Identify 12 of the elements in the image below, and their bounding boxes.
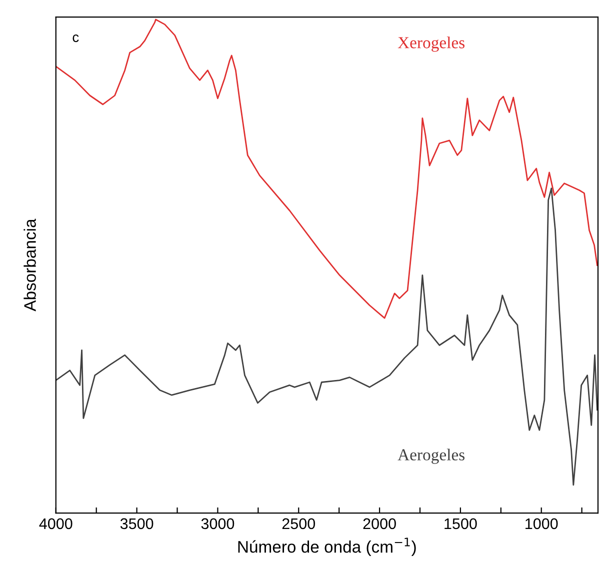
x-axis-title: Número de onda (cm$^{−1}$) <box>238 538 416 556</box>
x-tick-label: 4000 <box>39 518 72 530</box>
x-tick-label: 2500 <box>282 518 316 530</box>
annotation: c <box>72 34 79 42</box>
x-tick-label: 3000 <box>201 518 234 530</box>
y-axis-title: Absorbancia <box>24 218 36 312</box>
x-tick-label: 1000 <box>526 518 558 530</box>
x-tick-label: 1500 <box>444 518 477 530</box>
text: Xerogeles <box>398 36 464 52</box>
text: Aerogeles <box>398 448 464 464</box>
x-tick-label: 2000 <box>363 518 396 530</box>
x-tick-label: 3500 <box>120 518 154 530</box>
